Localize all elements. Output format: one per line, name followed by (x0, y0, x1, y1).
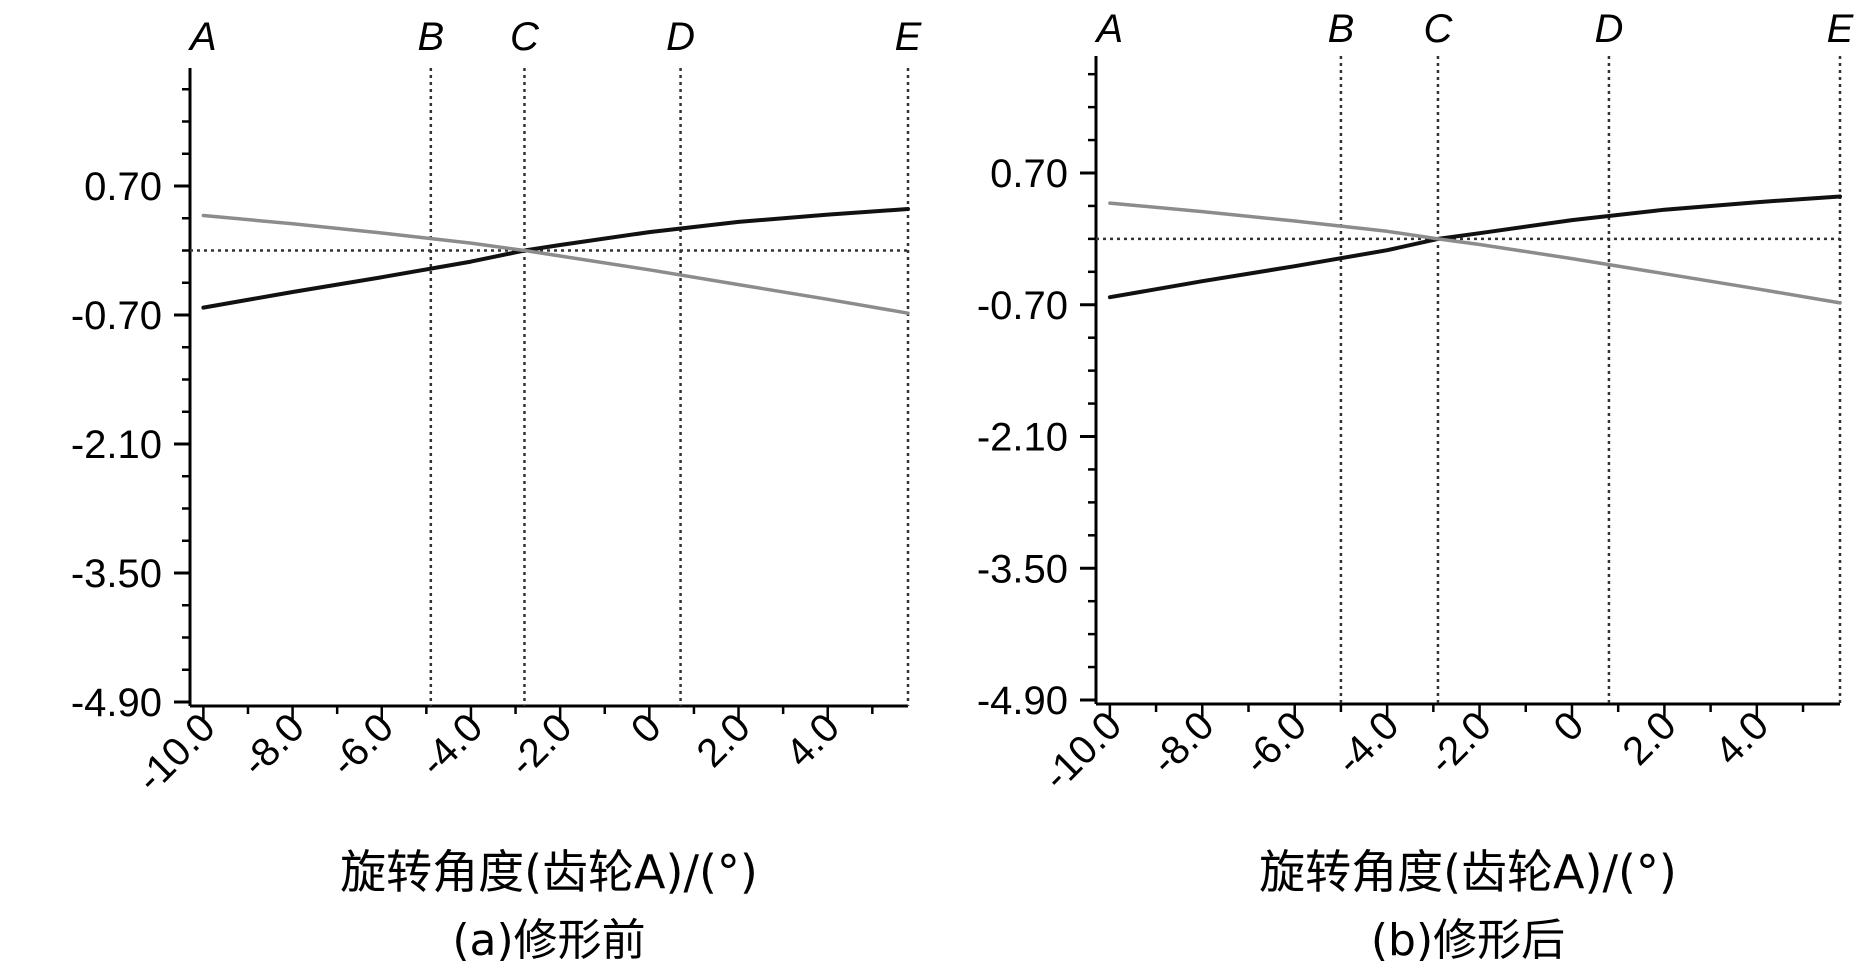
point-label-D: D (1594, 7, 1623, 51)
y-tick-label: 0.70 (990, 152, 1068, 196)
x-tick-label: -6.0 (1235, 703, 1315, 783)
point-label-B: B (1328, 7, 1355, 51)
y-tick-label: -2.10 (71, 423, 162, 467)
x-tick-label: -8.0 (1143, 703, 1223, 783)
x-tick-label: 0 (1545, 703, 1592, 750)
x-tick-label: -6.0 (322, 705, 402, 785)
x-tick-label: 4.0 (1707, 703, 1777, 773)
x-axis-label: 旋转角度(齿轮A)/(°) (340, 845, 758, 899)
panel-caption: (a)修形前 (452, 915, 645, 966)
x-tick-label: 2.0 (688, 705, 758, 775)
point-label-C: C (510, 15, 540, 59)
x-tick-label: -2.0 (501, 705, 581, 785)
y-tick-label: -4.90 (71, 681, 162, 725)
x-tick-label: 2.0 (1614, 703, 1684, 773)
x-tick-label: -4.0 (411, 705, 491, 785)
point-label-B: B (417, 15, 444, 59)
y-tick-label: 0.70 (84, 165, 162, 209)
x-tick-label: 4.0 (778, 705, 848, 775)
point-label-E: E (1827, 7, 1855, 51)
point-label-A: A (188, 15, 217, 59)
point-label-E: E (895, 15, 923, 59)
panel-a: 0.70-0.70-2.10-3.50-4.90-10.0 -8.0 -6.0 -4.… (71, 15, 923, 966)
series-line-1 (201, 207, 910, 310)
panel-b: 0.70-0.70-2.10-3.50-4.90-10.0 -8.0 -6.0 -4.… (977, 7, 1855, 966)
y-tick-label: -0.70 (71, 294, 162, 338)
series-line-1 (1107, 194, 1842, 300)
panel-caption: (b)修形后 (1371, 915, 1565, 966)
y-tick-label: -2.10 (977, 416, 1068, 460)
x-axis-label: 旋转角度(齿轮A)/(°) (1259, 845, 1677, 899)
point-label-C: C (1424, 7, 1454, 51)
y-tick-label: -4.90 (977, 679, 1068, 723)
y-tick-label: -0.70 (977, 284, 1068, 328)
point-label-D: D (666, 15, 695, 59)
x-tick-label: -8.0 (233, 705, 313, 785)
x-tick-label: -2.0 (1420, 703, 1500, 783)
point-label-A: A (1095, 7, 1124, 51)
x-tick-label: 0 (623, 705, 670, 752)
x-tick-label: -4.0 (1328, 703, 1408, 783)
y-tick-label: -3.50 (977, 547, 1068, 591)
series-line-2 (1108, 201, 1842, 305)
y-tick-label: -3.50 (71, 552, 162, 596)
series-line-2 (201, 213, 910, 315)
